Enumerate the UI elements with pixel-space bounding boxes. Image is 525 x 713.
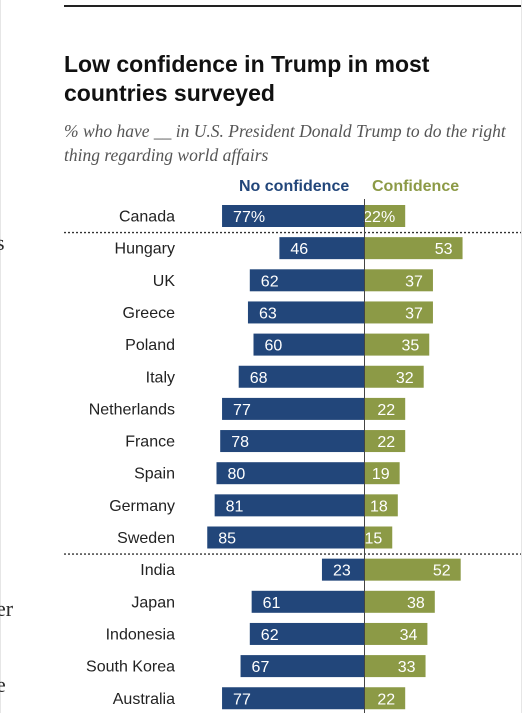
value-label-confidence: 19 [372, 466, 390, 483]
value-label-no-confidence: 46 [290, 241, 308, 258]
chart-title: Low confidence in Trump in most countrie… [64, 51, 430, 106]
bar-no-confidence [222, 205, 365, 227]
value-label-confidence: 32 [396, 370, 414, 387]
value-label-no-confidence: 77 [233, 402, 251, 419]
value-label-no-confidence: 81 [226, 498, 244, 515]
bar-no-confidence [251, 590, 365, 613]
value-label-confidence: 15 [364, 531, 382, 548]
value-label-confidence: 33 [398, 659, 416, 676]
country-label: Germany [109, 498, 175, 515]
cropped-text-fragment: er [0, 596, 14, 621]
bar-confidence [364, 462, 400, 485]
bar-confidence [364, 333, 430, 356]
chart-subtitle: % who have __ in U.S. President Donald T… [64, 121, 506, 165]
value-label-confidence: 22 [377, 402, 395, 419]
value-label-confidence: 53 [435, 241, 453, 258]
country-label: Netherlands [89, 401, 175, 418]
country-label: France [125, 434, 175, 451]
value-label-confidence: 37 [405, 273, 423, 290]
country-label: Australia [113, 691, 175, 708]
country-label: UK [153, 273, 176, 290]
country-label: South Korea [86, 659, 175, 676]
bar-confidence [364, 301, 433, 324]
value-label-confidence: 35 [401, 338, 419, 355]
country-label: Canada [119, 209, 175, 226]
value-label-no-confidence: 60 [265, 338, 283, 355]
bar-confidence [364, 237, 463, 260]
value-label-confidence: 22% [363, 209, 395, 226]
value-label-no-confidence: 62 [261, 273, 279, 290]
value-label-confidence: 22 [377, 691, 395, 708]
value-label-no-confidence: 80 [228, 466, 246, 483]
bar-confidence [364, 590, 435, 613]
bar-no-confidence [216, 462, 365, 485]
page-border-left [0, 0, 1, 713]
value-label-no-confidence: 77% [233, 209, 265, 226]
value-label-confidence: 18 [370, 498, 388, 515]
bar-confidence [364, 397, 406, 420]
bar-confidence [364, 558, 461, 581]
value-label-confidence: 38 [407, 595, 425, 612]
bar-no-confidence [247, 301, 365, 324]
bar-no-confidence [222, 687, 365, 710]
country-label: Spain [134, 466, 175, 483]
bar-no-confidence [222, 397, 365, 420]
bar-no-confidence [238, 365, 365, 388]
bar-no-confidence [207, 526, 365, 549]
value-label-no-confidence: 68 [250, 370, 268, 387]
bar-no-confidence [279, 237, 365, 260]
bar-no-confidence [249, 622, 365, 645]
country-label: Japan [131, 594, 175, 611]
country-label: Italy [146, 369, 175, 386]
bar-confidence [364, 430, 406, 453]
page-border-right [521, 0, 522, 713]
value-label-no-confidence: 78 [231, 434, 249, 451]
legend-confidence: Confidence [372, 178, 460, 195]
value-label-no-confidence: 23 [333, 563, 351, 580]
bar-confidence [364, 526, 393, 549]
country-label: Hungary [115, 241, 175, 258]
header-rule [64, 5, 521, 7]
cropped-text-fragment: s [0, 230, 5, 255]
bar-confidence [364, 494, 398, 517]
legend-no-confidence: No confidence [239, 178, 350, 195]
bar-no-confidence [249, 269, 365, 292]
diverging-bar-chart: Canada 77% 22% Hungary 46 53 UK 62 37 Greece 63 37 P… [64, 199, 521, 713]
value-label-no-confidence: 63 [259, 305, 277, 322]
country-label: Indonesia [106, 626, 175, 643]
country-label: Poland [125, 337, 175, 354]
bar-confidence [364, 687, 406, 710]
value-label-confidence: 34 [400, 627, 418, 644]
value-label-no-confidence: 61 [263, 595, 281, 612]
value-label-confidence: 52 [433, 563, 451, 580]
value-label-no-confidence: 77 [233, 691, 251, 708]
bar-no-confidence [214, 494, 365, 517]
bar-confidence [364, 365, 424, 388]
bar-no-confidence [321, 558, 365, 581]
country-label: India [140, 562, 175, 579]
bar-confidence [364, 269, 433, 292]
bar-confidence [364, 622, 428, 645]
bar-confidence [364, 655, 426, 678]
country-label: Greece [123, 305, 176, 322]
value-label-confidence: 37 [405, 305, 423, 322]
value-label-no-confidence: 67 [252, 659, 270, 676]
country-label: Sweden [117, 530, 175, 547]
bar-confidence [364, 205, 406, 227]
bar-no-confidence [240, 655, 365, 678]
value-label-no-confidence: 85 [218, 531, 236, 548]
bar-no-confidence [253, 333, 365, 356]
bar-no-confidence [220, 430, 365, 453]
value-label-confidence: 22 [377, 434, 395, 451]
cropped-text-fragment: e [0, 672, 6, 697]
value-label-no-confidence: 62 [261, 627, 279, 644]
